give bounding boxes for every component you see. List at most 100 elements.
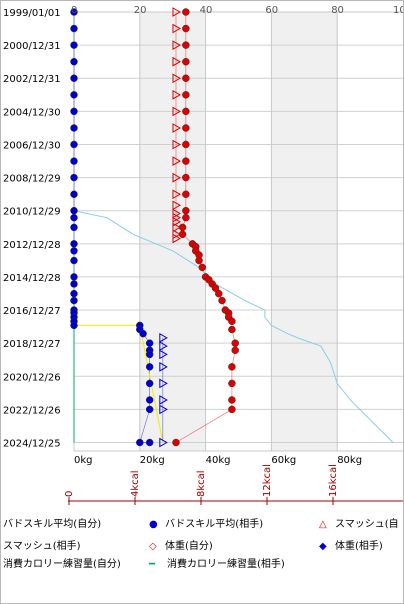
data-point (228, 379, 236, 388)
data-point (195, 256, 203, 265)
data-point (182, 173, 190, 182)
y-tick-label: 2014/12/28 (3, 273, 61, 284)
y-tick-label: 2006/12/30 (3, 140, 61, 151)
data-point (172, 7, 181, 17)
data-point (70, 140, 78, 149)
data-point (145, 363, 154, 371)
data-point (70, 74, 78, 82)
data-point (70, 91, 78, 99)
y-tick-label: 2018/12/27 (3, 339, 61, 350)
bottom-tick-label: 0kg (74, 455, 93, 466)
data-point (70, 213, 78, 222)
diamond-icon: ◆ (319, 541, 327, 552)
bottom-tick-label: 80kg (337, 455, 362, 466)
data-point (159, 395, 168, 405)
data-point (172, 56, 181, 67)
data-point (172, 89, 181, 100)
data-point (70, 8, 78, 16)
legend-row-1: バドスキル平均(自分) ● バドスキル平均(相手) △ スマッシュ(自 (1, 519, 403, 533)
y-tick-label: 2004/12/30 (3, 107, 61, 118)
kcal-tick-label: 12kcal (262, 464, 273, 497)
top-tick-label: 0 (71, 5, 77, 16)
data-point (172, 222, 181, 233)
data-point (70, 157, 78, 165)
data-point (172, 189, 181, 200)
data-point (70, 256, 78, 265)
data-point (145, 379, 154, 388)
data-point (182, 140, 190, 149)
legend-label: 体重(自分) (165, 541, 213, 552)
data-point (178, 230, 187, 239)
data-point (215, 289, 223, 298)
data-point (182, 41, 190, 49)
legend-label: バドスキル平均(相手) (165, 519, 264, 530)
data-point (172, 172, 181, 183)
data-point (145, 405, 154, 414)
y-tick-label: 2000/12/31 (3, 41, 61, 52)
data-point (172, 216, 181, 227)
data-point (70, 321, 78, 330)
data-point (228, 325, 236, 334)
data-point (231, 346, 239, 354)
data-point (70, 247, 78, 255)
data-point (172, 73, 181, 84)
top-tick-label: 60 (265, 5, 278, 16)
data-point (145, 438, 154, 447)
data-point (182, 8, 190, 16)
data-point (172, 438, 180, 447)
data-point (182, 157, 190, 165)
legend-label: スマッシュ(自 (335, 519, 399, 530)
data-point (159, 341, 168, 351)
data-point (182, 91, 190, 99)
y-tick-label: 2012/12/28 (3, 240, 61, 251)
data-point (211, 284, 220, 292)
y-tick-label: 1999/01/01 (3, 8, 61, 19)
data-point (228, 317, 236, 326)
data-point (159, 332, 168, 343)
data-point (218, 296, 226, 305)
data-point (198, 263, 207, 272)
legend-row-2: スマッシュ(相手) ◇ 体重(自分) ◆ 体重(相手) (1, 541, 403, 555)
data-point (70, 240, 78, 248)
legend-label: スマッシュ(相手) (3, 541, 81, 552)
y-tick-label: 2010/12/29 (3, 207, 61, 218)
kcal-tick-label: 0 (64, 491, 75, 497)
data-point (70, 280, 78, 288)
data-point (159, 404, 168, 415)
y-tick-label: 2022/12/26 (3, 405, 61, 416)
data-point (182, 57, 190, 66)
y-tick-label: 2016/12/27 (3, 306, 61, 317)
data-point (145, 339, 154, 347)
data-point (159, 361, 168, 372)
data-point (182, 213, 190, 222)
legend-label: バドスキル平均(自分) (3, 519, 102, 530)
top-tick-label: 40 (200, 5, 213, 16)
data-point (70, 57, 78, 66)
data-point (172, 200, 181, 211)
triangle-icon: △ (319, 519, 327, 530)
data-point (70, 206, 78, 215)
legend-label: 体重(相手) (335, 541, 383, 552)
data-point (172, 106, 181, 117)
grid-band (271, 12, 338, 451)
top-tick-label: 80 (331, 5, 344, 16)
data-point (145, 396, 154, 404)
data-point (159, 349, 168, 360)
data-point (182, 206, 190, 215)
bottom-tick-label: 40kg (206, 455, 231, 466)
series-line-8 (73, 210, 394, 443)
data-point (70, 173, 78, 182)
data-point (70, 190, 78, 199)
data-point (172, 123, 181, 133)
bottom-tick-label: 60kg (271, 455, 296, 466)
data-point (159, 378, 168, 389)
data-point (182, 107, 190, 116)
data-point (172, 233, 181, 244)
y-tick-label: 2002/12/31 (3, 74, 61, 85)
data-point (231, 339, 239, 347)
data-point (139, 329, 147, 338)
y-tick-label: 2024/12/25 (3, 439, 61, 450)
data-point (182, 190, 190, 199)
